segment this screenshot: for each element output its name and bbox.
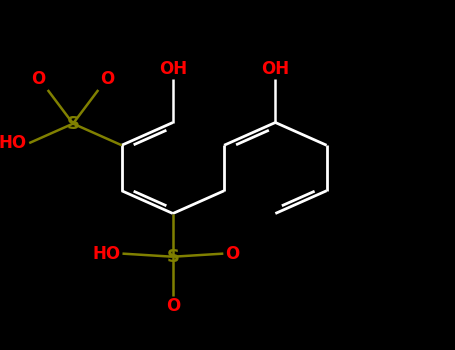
Text: OH: OH xyxy=(261,60,289,77)
Text: S: S xyxy=(66,115,80,133)
Text: O: O xyxy=(226,245,240,262)
Text: O: O xyxy=(166,298,180,315)
Text: HO: HO xyxy=(92,245,120,262)
Text: OH: OH xyxy=(159,60,187,77)
Text: S: S xyxy=(167,248,179,266)
Text: O: O xyxy=(31,70,46,88)
Text: HO: HO xyxy=(0,134,27,152)
Text: O: O xyxy=(101,70,115,88)
